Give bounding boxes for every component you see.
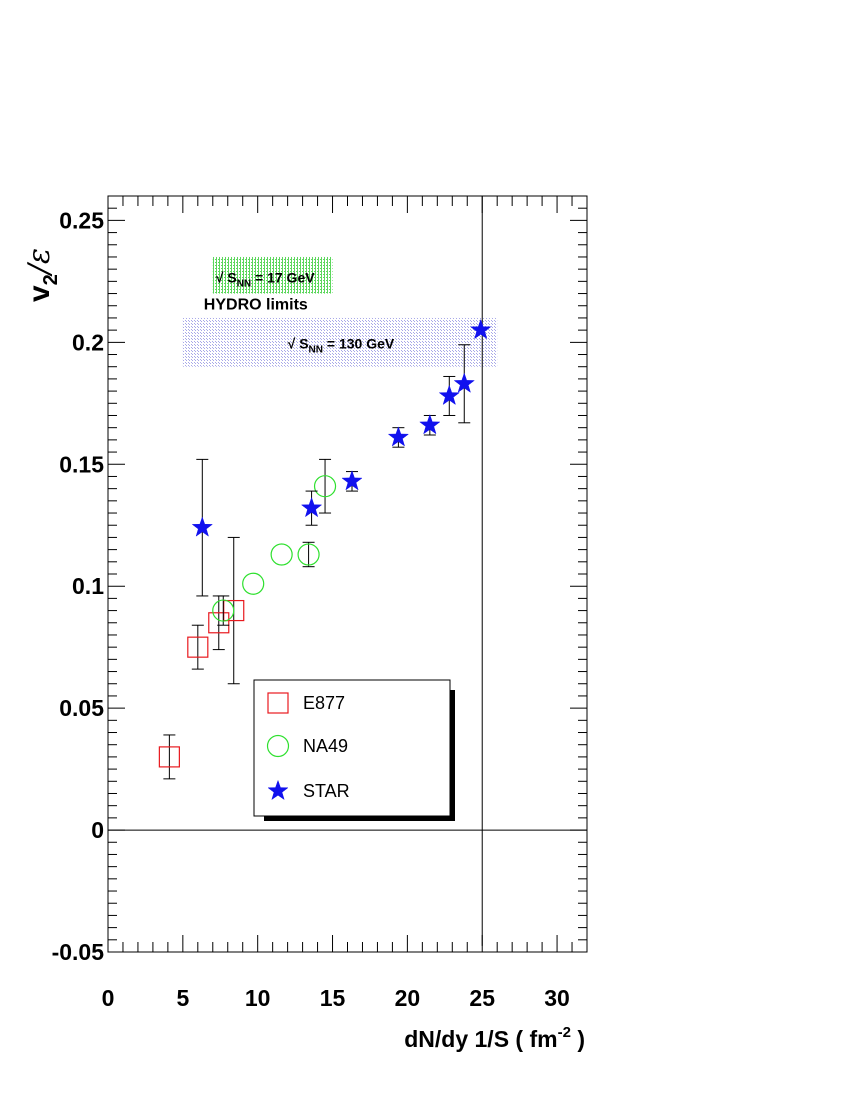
star-point: [341, 470, 363, 491]
star-point: [300, 496, 323, 518]
na49-point: [212, 599, 235, 622]
y-tick-label: 0.15: [59, 451, 104, 477]
hydro-band-17gev: [212, 256, 333, 294]
legend-label-e877: E877: [303, 693, 345, 713]
e877-point: [208, 612, 230, 634]
x-tick-label: 10: [245, 985, 271, 1011]
legend-marker-na49: [266, 734, 290, 758]
x-tick-label: 5: [176, 985, 189, 1011]
y-tick-label: 0.25: [59, 207, 104, 233]
y-tick-label: 0.05: [59, 695, 104, 721]
star-point: [419, 413, 441, 435]
na49-point: [297, 543, 320, 566]
y-tick-label: 0.2: [72, 329, 104, 355]
y-axis-title: v2/ε: [22, 248, 62, 302]
x-tick-label: 0: [102, 985, 115, 1011]
legend-marker-e877: [267, 692, 289, 714]
na49-point: [242, 572, 265, 595]
legend-label-star: STAR: [303, 781, 350, 801]
data-points: [158, 318, 492, 780]
legend-markers: [266, 692, 290, 801]
x-tick-label: 25: [469, 985, 495, 1011]
tick-labels: 0 5 10 15 20 25 30 -0.05 0 0.05 0.1 0.15 0.2 0.25: [52, 207, 570, 1011]
legend: E877 NA49 STAR: [253, 679, 455, 821]
axis-ticks: [107, 195, 588, 953]
hydro-130gev-label: √ SNN = 130 GeV: [288, 335, 395, 355]
hydro-17gev-label: √ SNN = 17 GeV: [216, 270, 315, 290]
star-point: [438, 384, 460, 406]
y-tick-label: 0.1: [72, 573, 104, 599]
hydro-band-130gev: [182, 317, 498, 367]
star-point: [387, 426, 410, 447]
star-point: [453, 372, 475, 393]
hydro-limits-label: HYDRO limits: [204, 296, 308, 313]
na49-point: [270, 543, 293, 566]
legend-marker-star: [267, 779, 289, 801]
x-tick-label: 30: [544, 985, 570, 1011]
legend-box: [253, 679, 451, 817]
y-tick-label: 0: [91, 817, 104, 843]
y-tick-label: -0.05: [52, 939, 105, 965]
star-point: [191, 516, 214, 537]
star-point: [470, 318, 492, 340]
plot-frame: [107, 195, 588, 953]
hydro-bands: [182, 256, 498, 367]
na49-point: [313, 475, 337, 498]
x-axis-title: dN/dy 1/S ( fm-2 ): [404, 1024, 585, 1052]
legend-label-na49: NA49: [303, 736, 348, 756]
x-tick-label: 15: [320, 985, 346, 1011]
x-tick-label: 20: [395, 985, 421, 1011]
e877-point: [158, 746, 180, 768]
e877-point: [187, 636, 209, 658]
